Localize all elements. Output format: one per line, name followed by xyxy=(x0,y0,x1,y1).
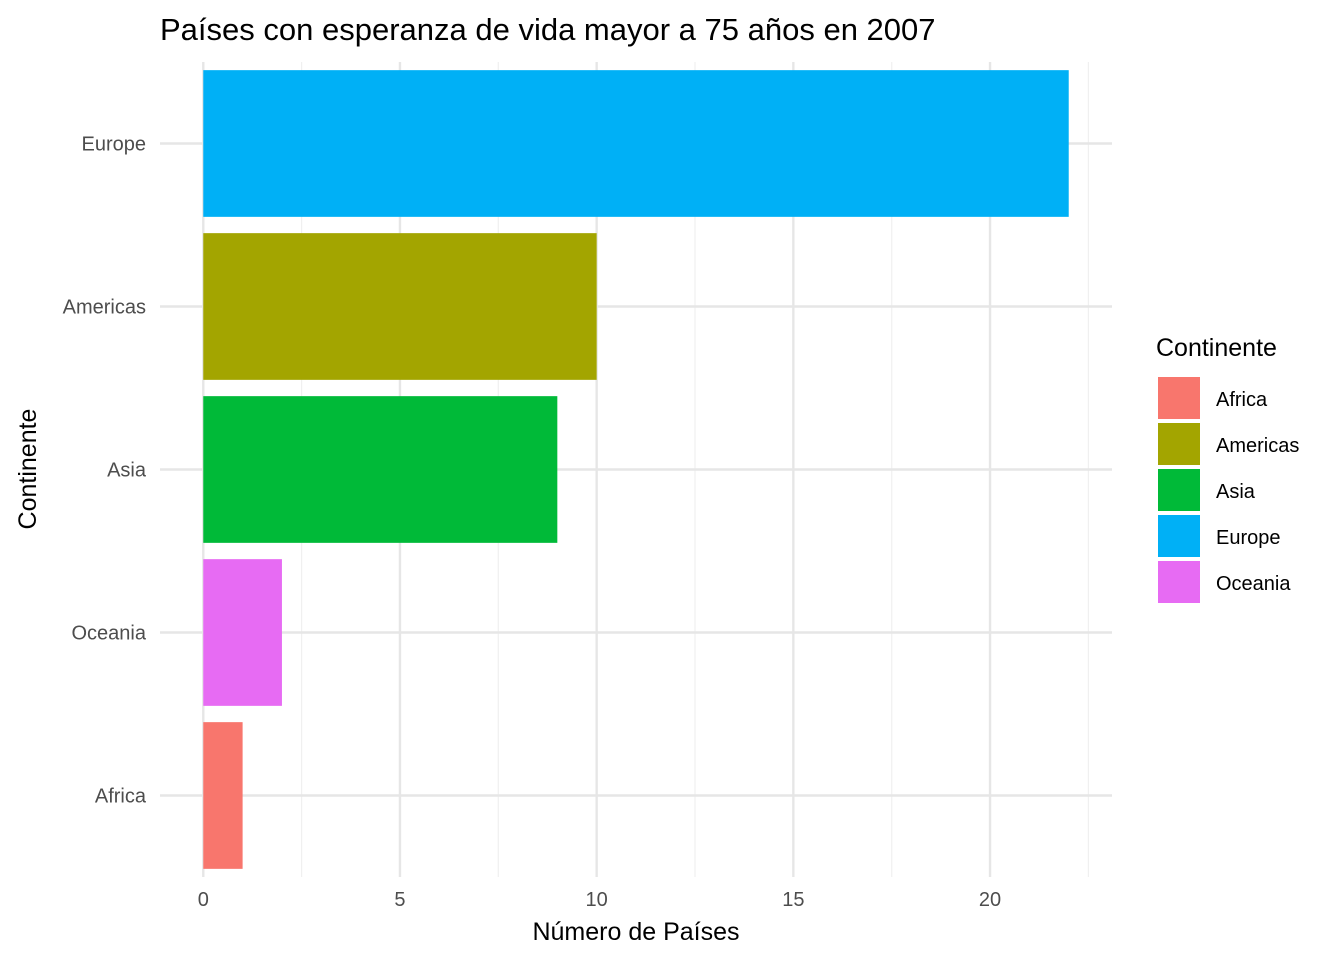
legend-key-europe xyxy=(1158,515,1200,557)
bar-asia xyxy=(203,396,558,543)
legend-label: Americas xyxy=(1216,435,1299,457)
y-tick-label: Americas xyxy=(63,297,146,319)
bars xyxy=(203,70,1069,869)
bar-americas xyxy=(203,233,597,380)
chart-title: Países con esperanza de vida mayor a 75 … xyxy=(160,12,936,47)
bar-oceania xyxy=(203,559,282,706)
legend-label: Oceania xyxy=(1216,573,1291,595)
legend: Continente Africa Americas Asia Europe Ocean… xyxy=(1156,334,1299,603)
y-axis-ticks: Africa Oceania Asia Americas Europe xyxy=(63,134,147,808)
y-tick-label: Oceania xyxy=(72,623,147,645)
legend-label: Europe xyxy=(1216,527,1281,549)
legend-key-africa xyxy=(1158,377,1200,419)
legend-label: Asia xyxy=(1216,481,1256,503)
x-tick-label: 15 xyxy=(782,889,804,911)
y-tick-label: Africa xyxy=(95,786,147,808)
legend-title: Continente xyxy=(1156,334,1277,362)
bar-europe xyxy=(203,70,1069,217)
x-axis-ticks: 0 5 10 15 20 xyxy=(198,889,1001,911)
legend-label: Africa xyxy=(1216,389,1268,411)
legend-key-oceania xyxy=(1158,561,1200,603)
x-tick-label: 0 xyxy=(198,889,209,911)
y-tick-label: Europe xyxy=(82,134,147,156)
x-tick-label: 10 xyxy=(586,889,608,911)
x-tick-label: 5 xyxy=(394,889,405,911)
y-tick-label: Asia xyxy=(107,460,147,482)
legend-key-americas xyxy=(1158,423,1200,465)
x-tick-label: 20 xyxy=(979,889,1001,911)
bar-africa xyxy=(203,722,243,869)
legend-key-asia xyxy=(1158,469,1200,511)
x-axis-title: Número de Países xyxy=(532,918,739,946)
y-axis-title: Continente xyxy=(14,409,42,530)
